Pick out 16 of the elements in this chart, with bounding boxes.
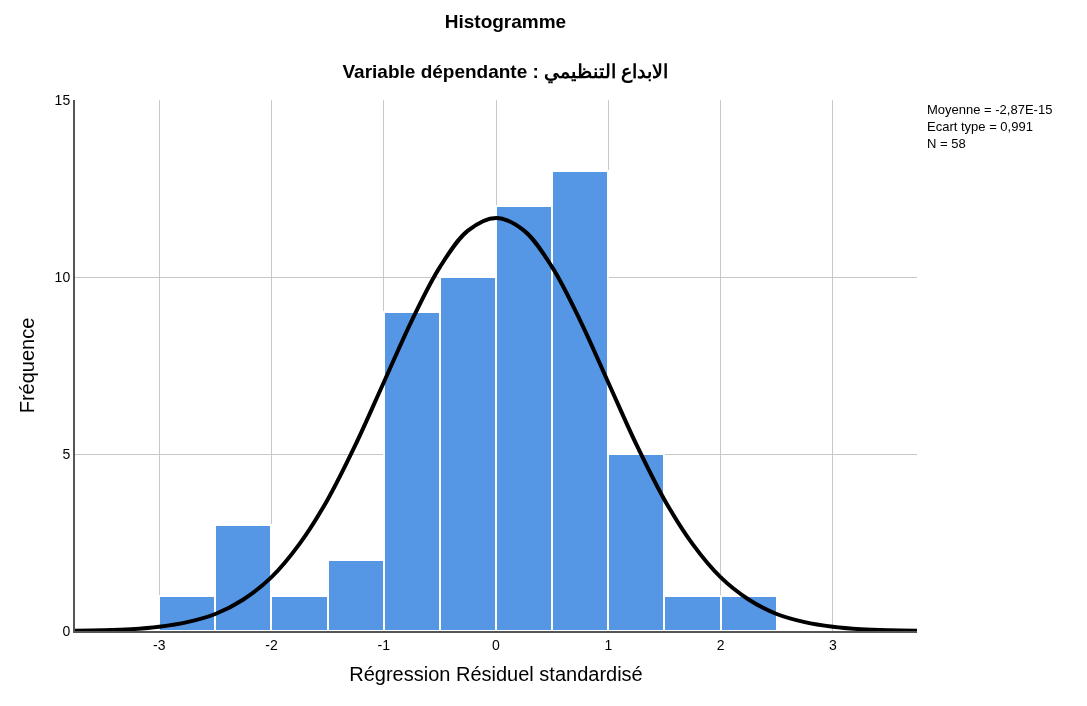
x-tick-label: 2 [716, 636, 725, 653]
x-tick-label: 3 [828, 636, 837, 653]
x-tick-label: -2 [265, 636, 278, 653]
chart-title: Histogramme [444, 11, 567, 33]
x-tick-label: 0 [492, 636, 501, 653]
y-tick-label: 15 [54, 91, 71, 108]
y-axis-title: Fréquence [15, 317, 38, 414]
x-tick-label: -3 [152, 636, 166, 653]
x-tick-label: -1 [377, 636, 391, 653]
text: Moyenne = -2,87E-15 Ecart type = 0,991 N = 58 [927, 102, 1053, 151]
chart-subtitle: Variable dépendante : الابداع التنظيمي [342, 60, 669, 84]
y-tick-label: 10 [54, 268, 71, 285]
x-tick-label: 1 [604, 636, 613, 653]
x-axis-title: Régression Résiduel standardisé [349, 662, 643, 685]
y-tick-label: 5 [62, 445, 71, 462]
y-tick-label: 0 [62, 622, 71, 639]
